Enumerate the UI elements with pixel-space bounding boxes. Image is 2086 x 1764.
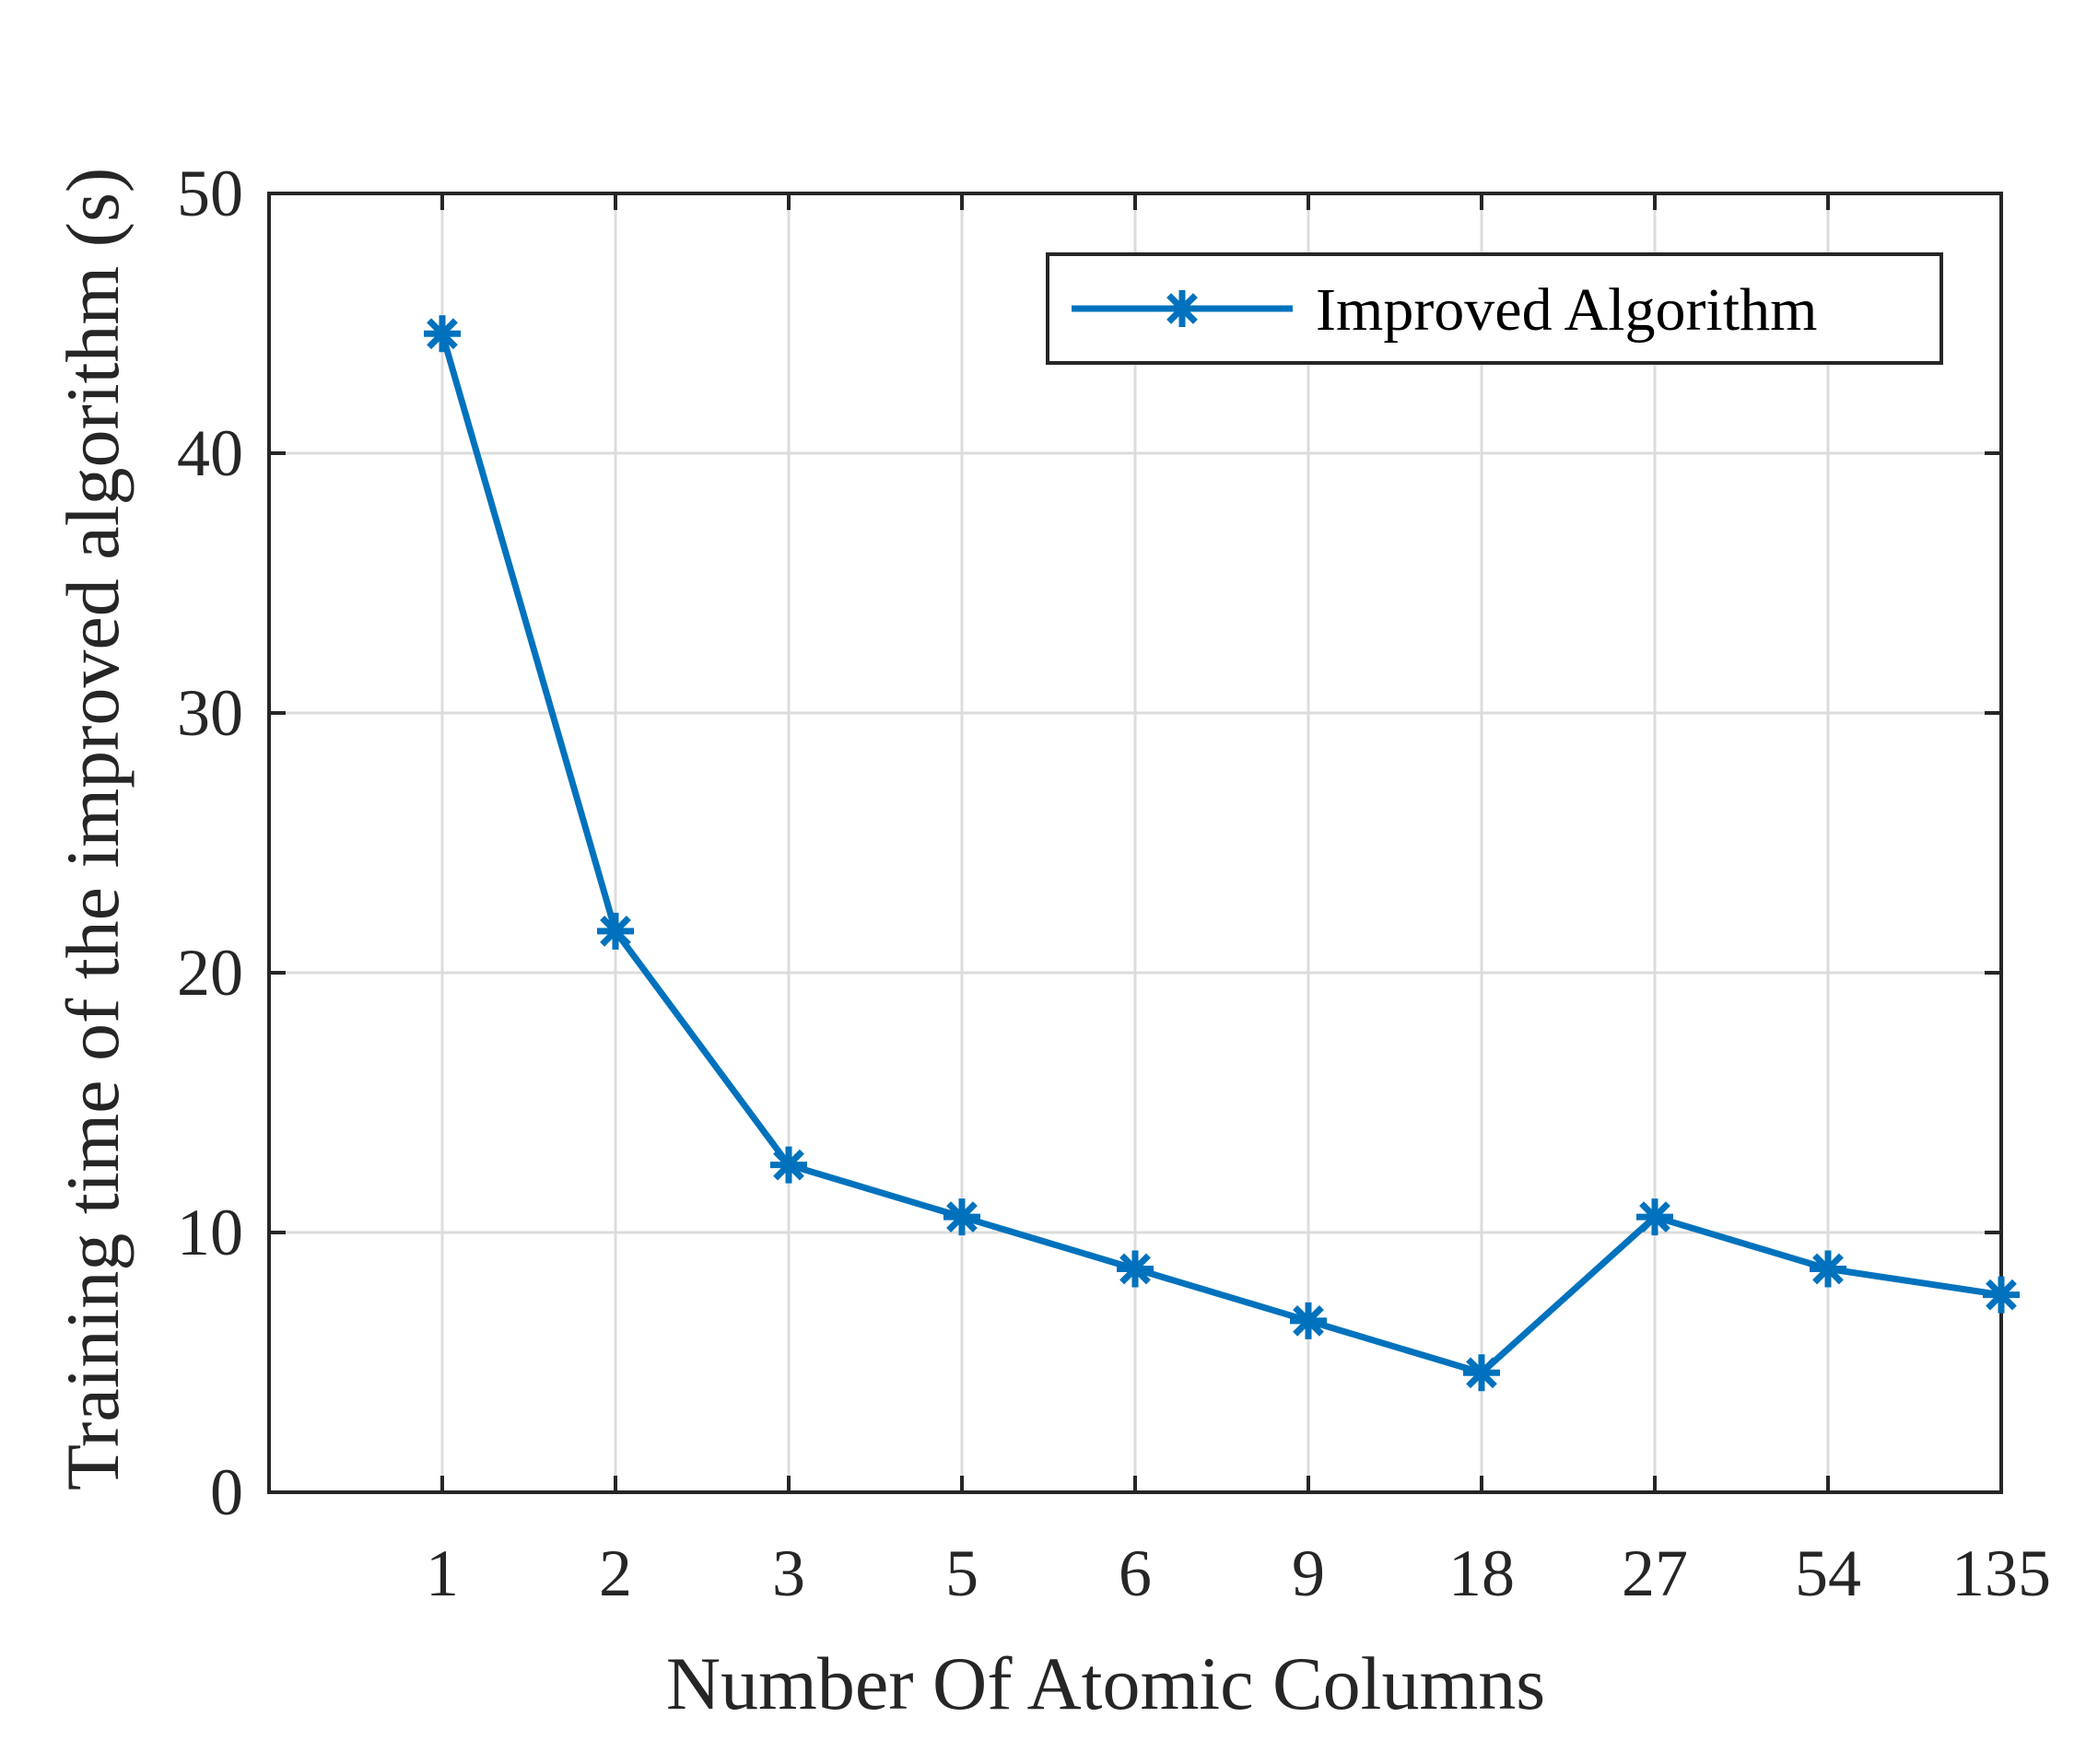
x-tick-label: 18 — [1448, 1536, 1515, 1610]
data-point — [1290, 1302, 1327, 1339]
data-point — [424, 315, 461, 353]
y-tick-label: 0 — [210, 1455, 243, 1529]
y-tick-label: 10 — [177, 1196, 243, 1269]
data-point — [1117, 1250, 1154, 1288]
x-tick-label: 6 — [1119, 1536, 1152, 1610]
x-tick-label: 1 — [426, 1536, 459, 1610]
y-tick-label: 20 — [177, 936, 243, 1010]
x-tick-label: 27 — [1622, 1536, 1688, 1610]
x-axis-label: Number Of Atomic Columns — [666, 1641, 1545, 1725]
data-point — [1463, 1354, 1500, 1392]
data-point — [597, 912, 634, 950]
y-tick-label: 30 — [177, 676, 243, 750]
x-tick-label: 3 — [772, 1536, 805, 1610]
data-point — [1983, 1276, 2020, 1314]
data-point — [943, 1198, 980, 1236]
series-line — [439, 333, 2002, 1376]
legend: Improved Algorithm — [1046, 252, 1943, 365]
x-tick-label: 9 — [1292, 1536, 1325, 1610]
axis-ticks: 1 2 3 5 6 9 18 27 54 135 0 10 20 30 40 50 — [177, 157, 2051, 1610]
y-tick-label: 40 — [177, 416, 243, 490]
data-series — [424, 315, 2020, 1392]
legend-label: Improved Algorithm — [1316, 276, 1817, 344]
data-point — [1810, 1250, 1846, 1288]
y-axis-label: Training time of the improved algorithm … — [51, 168, 135, 1490]
x-tick-label: 54 — [1795, 1536, 1861, 1610]
data-point — [770, 1146, 807, 1184]
x-tick-label: 2 — [599, 1536, 632, 1610]
legend-asterisk-icon — [1164, 290, 1201, 327]
legend-marker-icon — [1164, 290, 1201, 327]
y-tick-label: 50 — [177, 157, 243, 230]
x-tick-label: 135 — [1951, 1536, 2051, 1610]
x-tick-label: 5 — [945, 1536, 979, 1610]
data-point — [1636, 1198, 1673, 1236]
